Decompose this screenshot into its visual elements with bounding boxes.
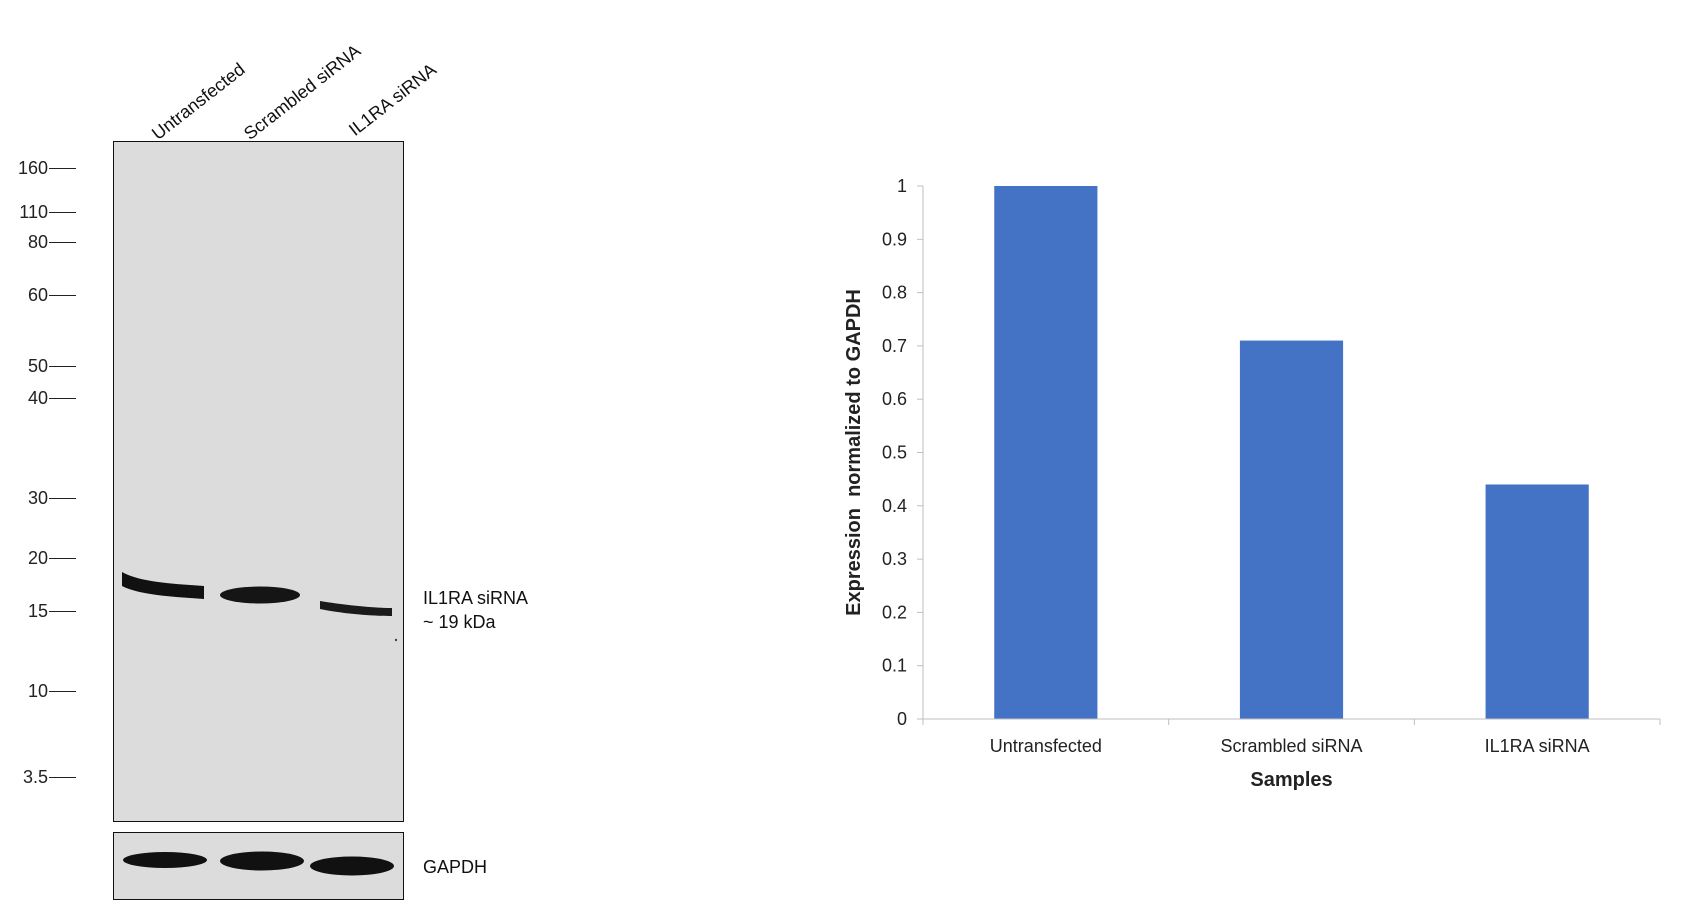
band-il1ra-sirna — [320, 601, 392, 616]
band-untransfected — [122, 572, 204, 599]
gapdh-band-2 — [220, 851, 304, 871]
band-scrambled-sirna — [220, 586, 300, 604]
marker-60: 60 — [0, 285, 76, 305]
x-axis-label: Samples — [1250, 769, 1332, 791]
marker-110: 110 — [0, 202, 76, 222]
marker-10: 10 — [0, 681, 76, 701]
y-axis-label: Expression normalized to GAPDH — [843, 289, 865, 616]
y-tick-label: 0.3 — [882, 549, 907, 569]
x-axis-ticks: Untransfected Scrambled siRNA IL1RA siRNA — [922, 719, 1661, 756]
gapdh-band-3 — [310, 856, 394, 876]
y-tick-label: 0.5 — [882, 443, 907, 463]
x-tick-label: Scrambled siRNA — [1220, 736, 1362, 756]
marker-50: 50 — [0, 356, 76, 376]
y-axis-ticks: 0 0.1 0.2 0.3 0.4 0.5 0.6 0.7 0.8 0.9 1 — [882, 176, 923, 729]
band-annotation-name: IL1RA siRNA — [423, 588, 529, 608]
y-tick-label: 0 — [897, 709, 907, 729]
marker-30: 30 — [0, 488, 76, 508]
bars — [994, 186, 1589, 719]
x-tick-label: Untransfected — [990, 736, 1102, 756]
lane-label-il1ra-sirna: IL1RA siRNA — [345, 59, 441, 140]
y-tick-label: 0.9 — [882, 229, 907, 249]
marker-80: 80 — [0, 232, 76, 252]
bar-chart-panel: 0 0.1 0.2 0.3 0.4 0.5 0.6 0.7 0.8 0.9 1 Untransfec… — [840, 160, 1680, 810]
bar-untransfected — [994, 186, 1098, 719]
y-tick-label: 0.4 — [882, 496, 907, 516]
y-tick-label: 0.7 — [882, 336, 907, 356]
il1ra-bands — [122, 572, 398, 642]
x-tick-label: IL1RA siRNA — [1485, 736, 1590, 756]
bar-chart: 0 0.1 0.2 0.3 0.4 0.5 0.6 0.7 0.8 0.9 1 Untransfec… — [843, 176, 1661, 791]
lane-label-untransfected: Untransfected — [148, 59, 249, 144]
y-tick-label: 0.2 — [882, 602, 907, 622]
gapdh-band-1 — [123, 852, 207, 868]
western-blot-panel: Untransfected Scrambled siRNA IL1RA siRN… — [0, 0, 760, 902]
marker-3-5: 3.5 — [0, 767, 76, 787]
y-tick-label: 0.1 — [882, 656, 907, 676]
y-tick-label: 0.6 — [882, 389, 907, 409]
gapdh-membrane — [113, 832, 404, 900]
marker-20: 20 — [0, 548, 76, 568]
gapdh-bands — [123, 851, 394, 876]
y-tick-label: 0.8 — [882, 283, 907, 303]
bar-scrambled-sirna — [1239, 340, 1344, 719]
band-annotation-size: ~ 19 kDa — [423, 612, 496, 632]
marker-160: 160 — [0, 158, 76, 178]
marker-15: 15 — [0, 601, 76, 621]
lane-label-scrambled-sirna: Scrambled siRNA — [240, 40, 365, 144]
gapdh-label: GAPDH — [423, 857, 488, 877]
y-tick-label: 1 — [897, 176, 907, 196]
marker-40: 40 — [0, 388, 76, 408]
bar-il1ra-sirna — [1485, 484, 1589, 719]
band-annotation: IL1RA siRNA ~ 19 kDa — [423, 586, 528, 634]
blot-membrane — [113, 141, 404, 822]
